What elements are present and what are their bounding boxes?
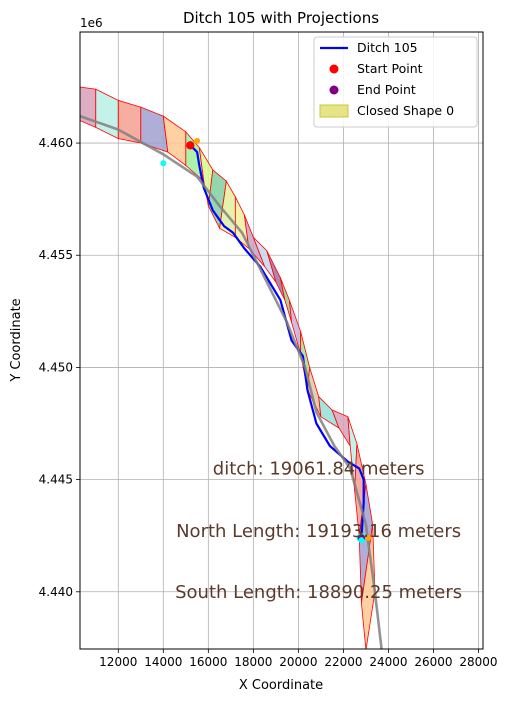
y-tick-label: 4.455 — [39, 248, 73, 262]
y-tick-label: 4.440 — [39, 585, 73, 599]
corridor-cell — [306, 367, 322, 417]
legend-label: End Point — [357, 82, 416, 97]
legend-label: Closed Shape 0 — [357, 103, 454, 118]
legend-label: Ditch 105 — [357, 40, 418, 55]
x-tick-label: 12000 — [99, 655, 137, 669]
y-tick-label: 4.450 — [39, 360, 73, 374]
x-tick-label: 26000 — [414, 655, 452, 669]
plot-content — [80, 86, 383, 649]
y-axis-label: Y Coordinate — [9, 298, 24, 382]
x-axis: 12000 14000 16000 18000 20000 22000 24000 26000… — [99, 649, 498, 669]
x-tick-label: 22000 — [324, 655, 362, 669]
length-annotation: South Length: 18890.25 meters — [175, 582, 462, 603]
projection-point — [194, 137, 201, 144]
plot-area — [80, 86, 383, 649]
x-axis-label: X Coordinate — [239, 678, 323, 693]
y-tick-label: 4.460 — [39, 136, 73, 150]
projection-line — [80, 114, 383, 649]
plot-frame — [79, 31, 484, 650]
legend-label: Start Point — [357, 61, 423, 76]
length-annotation: North Length: 19193.16 meters — [176, 521, 461, 542]
x-tick-label: 24000 — [369, 655, 407, 669]
start-point — [186, 141, 195, 150]
x-tick-label: 18000 — [234, 655, 272, 669]
corridor-cell — [95, 88, 119, 140]
chart-title: Ditch 105 with Projections — [183, 9, 379, 27]
legend-marker-swatch — [329, 64, 339, 74]
x-tick-label: 16000 — [189, 655, 227, 669]
projection-point — [358, 537, 365, 544]
legend-box — [313, 36, 478, 128]
x-tick-label: 14000 — [144, 655, 182, 669]
legend-patch-swatch — [319, 104, 349, 118]
projection-point — [365, 534, 372, 541]
x-tick-label: 20000 — [279, 655, 317, 669]
legend: Ditch 105 Start Point End Point Closed Shap… — [313, 36, 478, 128]
corridor-cell — [331, 409, 351, 447]
y-offset-label: 1e6 — [80, 16, 103, 30]
legend-marker-swatch — [329, 85, 339, 95]
y-axis: 4.440 4.445 4.450 4.455 4.460 — [39, 136, 80, 599]
corridor-cell — [279, 277, 293, 323]
projection-point — [160, 160, 167, 167]
length-annotation: ditch: 19061.84 meters — [213, 458, 425, 479]
y-tick-label: 4.445 — [39, 473, 73, 487]
x-tick-label: 28000 — [459, 655, 497, 669]
annotations: ditch: 19061.84 meters North Length: 1919… — [175, 458, 462, 602]
corridor-cell — [361, 524, 376, 649]
